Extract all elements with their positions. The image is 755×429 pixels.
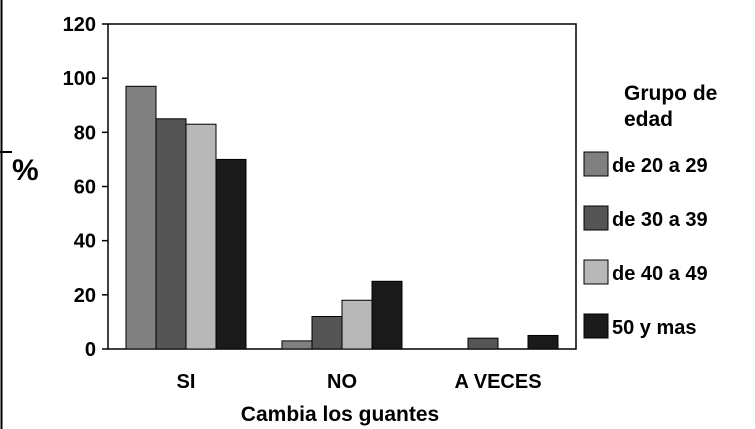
bar <box>185 123 217 350</box>
x-axis-label: Cambia los guantes <box>241 403 439 426</box>
y-tick-labels: 0 20 40 60 80 100 120 <box>63 14 108 361</box>
legend-swatch <box>583 313 609 339</box>
legend-label: 50 y mas <box>612 317 697 339</box>
bar <box>281 340 313 350</box>
legend-label: de 30 a 39 <box>612 209 708 231</box>
y-tick-label: 40 <box>74 231 96 253</box>
legend-title-line-1: Grupo de <box>624 82 717 105</box>
legend-title-line-2: edad <box>624 108 673 131</box>
legend-swatch <box>583 151 609 177</box>
y-axis-label: % <box>12 154 39 187</box>
bar <box>311 316 343 350</box>
y-tick-label: 80 <box>74 122 96 144</box>
legend-swatch <box>583 205 609 231</box>
bar <box>371 280 403 350</box>
bars <box>125 85 559 350</box>
x-tick-label: NO <box>327 371 357 393</box>
y-tick-label: 100 <box>63 68 96 90</box>
legend-label: de 20 a 29 <box>612 155 708 177</box>
x-tick-label: A VECES <box>454 371 541 393</box>
legend-swatch <box>583 259 609 285</box>
y-tick-label: 120 <box>63 14 96 36</box>
x-tick-label: SI <box>177 371 196 393</box>
category-labels: SI NO A VECES <box>177 371 542 393</box>
legend-label: de 40 a 49 <box>612 263 708 285</box>
bar <box>341 299 373 350</box>
legend: Grupo de edad de 20 a 29 de 30 a 39 de 40 … <box>583 82 717 339</box>
bar <box>125 85 157 350</box>
y-tick-label: 60 <box>74 177 96 199</box>
bar <box>155 118 187 350</box>
bar <box>527 334 559 350</box>
y-tick-label: 20 <box>74 285 96 307</box>
bar <box>467 337 499 350</box>
bar <box>215 158 247 350</box>
y-tick-label: 0 <box>85 339 96 361</box>
